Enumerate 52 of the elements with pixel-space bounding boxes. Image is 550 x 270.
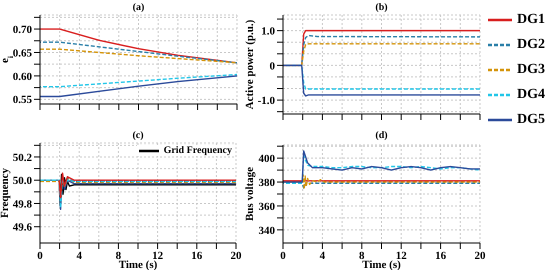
text: Grid Frequency	[164, 145, 232, 156]
x-tick-label: 8	[359, 250, 366, 262]
y-tick-label: 50.0	[12, 175, 32, 188]
x-tick-label: 8	[116, 250, 122, 262]
y-tick-label: -1.0	[258, 95, 276, 108]
x-tick-label: 4	[76, 250, 82, 262]
line-series	[40, 48, 237, 64]
y-tick-label: 380	[258, 176, 276, 189]
y-tick-label: 0.60	[12, 70, 32, 83]
line-series	[58, 172, 236, 198]
y-tick-label: 400	[258, 153, 276, 166]
line-series	[40, 75, 237, 98]
y-tick-label: 49.8	[12, 198, 32, 210]
y-axis-title: Active power (p.u.)	[244, 19, 256, 110]
line-series	[283, 155, 480, 184]
y-tick-label: 360	[258, 200, 276, 213]
legend-label: DG5	[517, 112, 545, 128]
x-tick-label: 0	[280, 250, 286, 262]
line-series	[283, 150, 480, 183]
y-tick-label: 1.0	[261, 26, 276, 38]
y-tick-label: 0.70	[12, 24, 32, 36]
x-tick-label: 20	[474, 250, 486, 262]
line-series	[40, 41, 237, 64]
line-series	[40, 28, 237, 64]
line-series	[283, 64, 480, 97]
chart-title: (d)	[374, 130, 389, 142]
x-tick-label: 12	[152, 250, 164, 262]
x-axis-title: Time (s)	[362, 259, 402, 270]
chart-title: (c)	[131, 130, 145, 142]
legend-label: DG1	[517, 12, 545, 28]
legend-label: DG2	[517, 37, 545, 53]
legend-label: DG4	[517, 87, 545, 103]
y-tick-label: 0.65	[12, 47, 32, 60]
x-tick-label: 0	[37, 250, 44, 262]
y-axis-title: Frequency	[0, 168, 11, 218]
legend-label: DG3	[517, 62, 545, 78]
y-tick-label: 49.6	[12, 222, 32, 234]
chart-title: (a)	[132, 2, 146, 14]
x-tick-label: 20	[230, 250, 242, 262]
chart-title: (b)	[374, 2, 389, 14]
y-tick-label: 0	[270, 60, 276, 72]
line-series	[40, 177, 236, 209]
x-tick-label: 16	[435, 250, 447, 262]
line-series	[40, 74, 237, 88]
y-tick-label: 0.55	[12, 94, 32, 106]
x-axis-title: Time (s)	[118, 259, 158, 270]
x-tick-label: 16	[191, 250, 203, 262]
x-tick-label: 4	[320, 250, 326, 262]
y-tick-label: 50.2	[12, 152, 32, 164]
y-axis-title: Bus voltage	[244, 166, 256, 222]
x-tick-label: 12	[396, 250, 408, 262]
y-tick-label: 340	[258, 224, 276, 237]
